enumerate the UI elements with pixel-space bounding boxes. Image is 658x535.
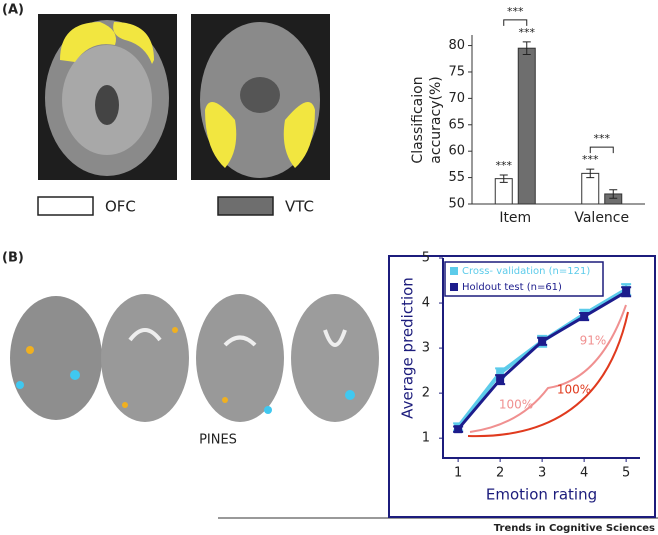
- error-bar: [499, 174, 508, 183]
- y-tick-label: 65: [448, 117, 465, 132]
- annotation: 100%: [499, 398, 533, 412]
- brain-slices: [10, 294, 379, 422]
- x-tick-label: 3: [538, 466, 546, 481]
- brain-caption: PINES: [199, 433, 237, 448]
- line-chart: 1 2 3 4 5 1 2 3 4 5 Emotion rating Average predicti…: [399, 251, 640, 504]
- brain-image-vtc: [191, 14, 330, 180]
- y-tick-label: 55: [448, 170, 465, 185]
- y-tick-label: 70: [448, 91, 465, 106]
- x-tick-label: 2: [496, 466, 504, 481]
- y-tick-label: 4: [422, 296, 430, 311]
- y-tick-label: 3: [422, 341, 430, 356]
- point: [496, 368, 505, 377]
- axes: [442, 258, 640, 459]
- x-tick-label: Valence: [574, 210, 629, 226]
- legend-swatch: [450, 267, 458, 275]
- bracket: [503, 19, 528, 26]
- y-tick-label: 2: [422, 386, 430, 401]
- bracket-label: ***: [507, 5, 524, 18]
- x-tick-label: 5: [622, 466, 630, 481]
- x-axis-label: Emotion rating: [486, 486, 597, 504]
- significance: ***: [496, 159, 513, 172]
- y-axis-label: Classificaion: [410, 76, 426, 163]
- y-tick-label: 5: [422, 251, 430, 266]
- legend-label: Cross- validation (n=121): [462, 266, 590, 277]
- point: [622, 287, 631, 296]
- point: [538, 337, 547, 346]
- y-tick-label: 60: [448, 144, 465, 159]
- x-tick-label: 1: [454, 466, 462, 481]
- bracket: [589, 146, 614, 154]
- legend-label: VTC: [285, 198, 314, 216]
- chart-frame: [388, 255, 656, 518]
- brain-image-ofc: [38, 14, 177, 180]
- legend-swatch: [37, 196, 94, 216]
- error-bar: [586, 168, 595, 179]
- legend-label: Holdout test (n=61): [462, 282, 562, 293]
- x-tick-label: 4: [580, 466, 588, 481]
- legend-swatch: [217, 196, 274, 216]
- error-bar: [609, 189, 618, 199]
- significance: ***: [519, 26, 536, 39]
- y-tick-label: 75: [448, 64, 465, 79]
- y-axis-label: Average prediction: [399, 277, 417, 419]
- x-tick-label: Item: [499, 210, 531, 226]
- legend-label: OFC: [105, 198, 136, 216]
- series-line: [456, 287, 628, 429]
- bracket-label: ***: [594, 132, 611, 145]
- y-tick-label: 50: [448, 197, 465, 212]
- footer: Trends in Cognitive Sciences: [494, 523, 655, 534]
- bar-chart: 50 55 60 65 70 75 80 Classificaion accuracy(%) It…: [37, 5, 645, 226]
- annotation-curve: [467, 311, 629, 438]
- point: [580, 312, 589, 321]
- significance: ***: [582, 153, 599, 166]
- point: [454, 425, 463, 434]
- point: [496, 375, 505, 384]
- y-tick-label: 80: [448, 38, 465, 53]
- annotation: 100%: [557, 383, 591, 397]
- legend-swatch: [450, 283, 458, 291]
- legend-box: [444, 261, 604, 297]
- series-line: [456, 290, 627, 431]
- error-bar: [522, 41, 531, 56]
- annotation: 91%: [580, 334, 607, 348]
- bar: [517, 47, 536, 205]
- panel-label: (A): [2, 3, 24, 18]
- panel-label: (B): [2, 251, 24, 266]
- y-tick-label: 1: [422, 431, 430, 446]
- annotation-curve: [469, 304, 627, 433]
- y-axis-label: accuracy(%): [428, 76, 444, 163]
